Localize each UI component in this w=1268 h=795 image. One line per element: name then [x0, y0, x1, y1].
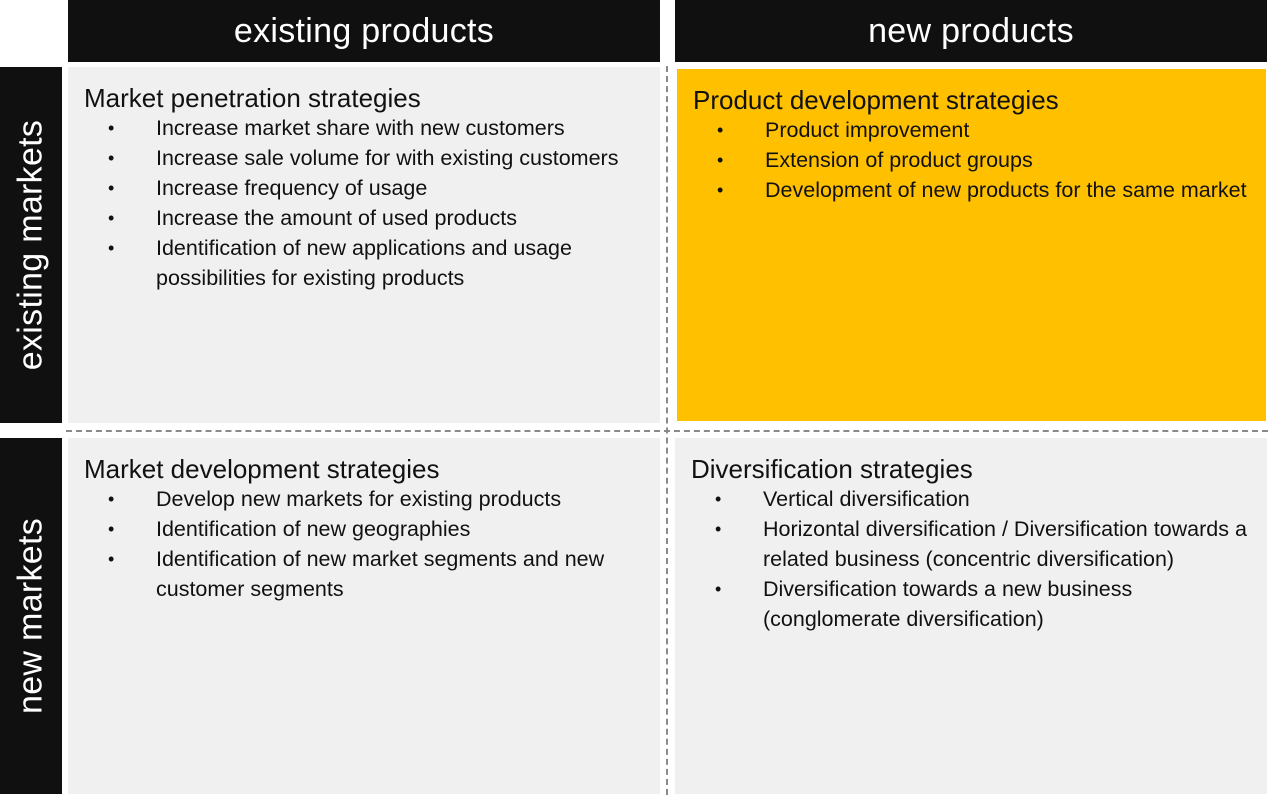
strategy-item: • Identification of new market segments a…: [84, 544, 642, 604]
quadrant-title: Product development strategies: [693, 85, 1059, 115]
quadrant-product-development: Product development strategies • Product …: [677, 69, 1266, 421]
strategy-item: • Extension of product groups: [693, 145, 1248, 175]
strategy-list: • Increase market share with new customer…: [84, 113, 642, 293]
strategy-item: • Identification of new applications and …: [84, 233, 642, 293]
quadrant-title: Market development strategies: [84, 454, 440, 484]
bullet-icon: •: [717, 150, 724, 170]
strategy-list: • Vertical diversification • Horizontal di…: [691, 484, 1249, 634]
column-header-existing-products: existing products: [68, 0, 660, 62]
strategy-item: • Horizontal diversification / Diversific…: [691, 514, 1249, 574]
column-header-label: existing products: [233, 11, 495, 50]
strategy-item: • Diversification towards a new business …: [691, 574, 1249, 634]
row-header-label: existing markets: [11, 119, 50, 371]
strategy-item: • Increase frequency of usage: [84, 173, 642, 203]
strategy-item: • Increase market share with new customer…: [84, 113, 642, 143]
strategy-item: • Identification of new geographies: [84, 514, 642, 544]
strategy-item: • Vertical diversification: [691, 484, 1249, 514]
row-header-new-markets: new markets: [0, 438, 62, 794]
row-header-label: new markets: [11, 517, 50, 715]
strategy-item: • Increase sale volume for with existing …: [84, 143, 642, 173]
quadrant-title: Diversification strategies: [691, 454, 973, 484]
strategy-item: • Product improvement: [693, 115, 1248, 145]
bullet-icon: •: [715, 519, 722, 539]
strategy-list: • Product improvement • Extension of produ…: [693, 115, 1248, 205]
bullet-icon: •: [108, 208, 115, 228]
strategy-item: • Increase the amount of used products: [84, 203, 642, 233]
quadrant-title: Market penetration strategies: [84, 83, 421, 113]
quadrant-diversification: Diversification strategies • Vertical div…: [675, 438, 1267, 794]
bullet-icon: •: [715, 579, 722, 599]
strategy-item: • Develop new markets for existing produc…: [84, 484, 642, 514]
column-header-label: new products: [868, 11, 1074, 50]
column-header-new-products: new products: [675, 0, 1267, 62]
bullet-icon: •: [717, 120, 724, 140]
bullet-icon: •: [108, 238, 115, 258]
quadrant-market-development: Market development strategies • Develop n…: [68, 438, 660, 794]
bullet-icon: •: [715, 489, 722, 509]
row-header-existing-markets: existing markets: [0, 67, 62, 423]
bullet-icon: •: [108, 148, 115, 168]
bullet-icon: •: [108, 489, 115, 509]
bullet-icon: •: [108, 519, 115, 539]
strategy-item: • Development of new products for the sam…: [693, 175, 1248, 205]
bullet-icon: •: [108, 549, 115, 569]
horizontal-divider: [66, 430, 1268, 432]
bullet-icon: •: [108, 178, 115, 198]
bullet-icon: •: [108, 118, 115, 138]
bullet-icon: •: [717, 180, 724, 200]
strategy-list: • Develop new markets for existing produc…: [84, 484, 642, 604]
quadrant-market-penetration: Market penetration strategies • Increase …: [68, 67, 660, 423]
